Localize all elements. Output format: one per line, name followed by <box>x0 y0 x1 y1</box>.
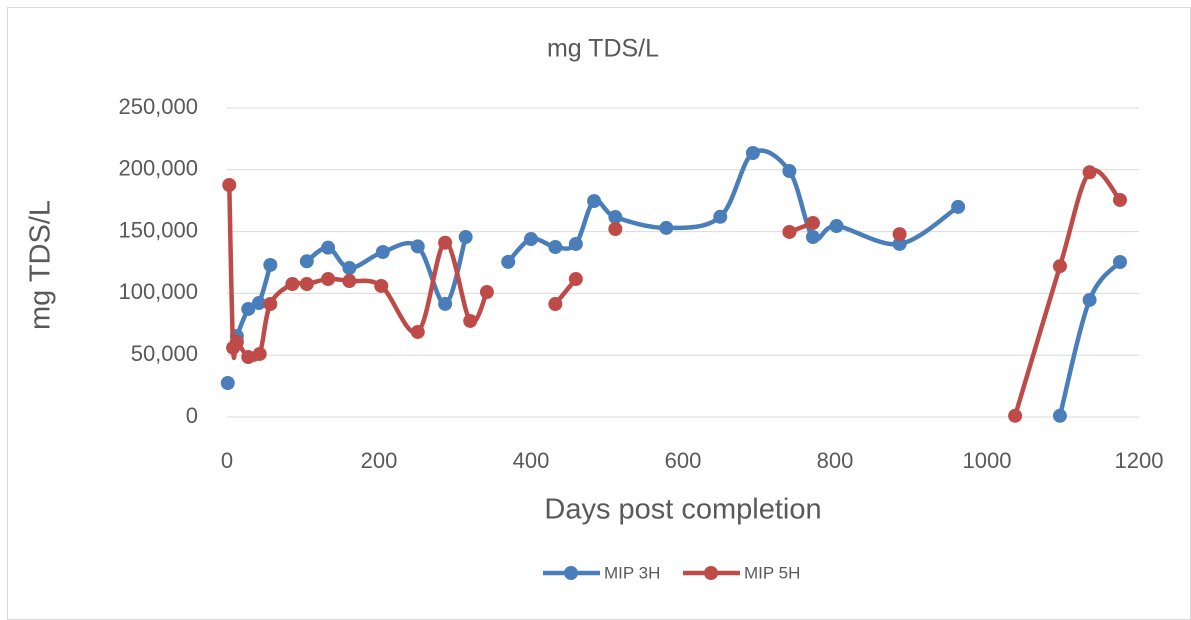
data-point <box>285 277 300 292</box>
x-axis-label: Days post completion <box>544 494 821 526</box>
data-point <box>321 240 336 255</box>
data-point <box>608 210 623 225</box>
legend-swatch-marker <box>564 566 578 580</box>
x-tick-label: 1200 <box>1115 448 1164 473</box>
data-point <box>782 164 797 179</box>
data-point <box>479 285 494 300</box>
data-point <box>745 145 760 160</box>
y-tick-label: 250,000 <box>118 94 198 119</box>
data-point <box>951 199 966 214</box>
data-point <box>374 278 389 293</box>
data-point <box>410 324 425 339</box>
data-point <box>501 254 516 269</box>
x-tick-label: 800 <box>817 448 854 473</box>
data-point <box>438 296 453 311</box>
data-point <box>241 350 256 365</box>
data-point <box>548 297 563 312</box>
x-tick-label: 0 <box>221 448 233 473</box>
data-point <box>892 227 907 242</box>
data-point <box>548 240 563 255</box>
data-point <box>892 236 907 251</box>
data-point <box>252 346 267 361</box>
data-point <box>1082 292 1097 307</box>
data-point <box>229 334 244 349</box>
data-point <box>829 219 844 234</box>
x-tick-label: 400 <box>513 448 550 473</box>
data-point <box>342 274 357 289</box>
data-point <box>524 232 538 247</box>
data-point <box>782 224 797 239</box>
data-point <box>251 296 266 311</box>
data-point <box>1052 259 1067 274</box>
y-tick-label: 150,000 <box>118 217 198 242</box>
y-tick-label: 200,000 <box>118 156 198 181</box>
data-point <box>220 376 235 391</box>
series-line <box>1012 167 1123 419</box>
chart-border <box>7 7 1191 620</box>
data-point <box>1008 408 1023 423</box>
data-point <box>438 235 453 250</box>
x-tick-label: 600 <box>665 448 702 473</box>
data-point <box>659 220 674 235</box>
data-point <box>587 194 602 209</box>
data-point <box>713 209 728 224</box>
data-point <box>1082 165 1097 180</box>
data-point <box>805 230 820 245</box>
x-tick-label: 200 <box>361 448 398 473</box>
data-point <box>375 244 390 259</box>
legend: MIP 3H MIP 5H <box>543 563 800 582</box>
data-point <box>805 215 820 230</box>
data-point <box>568 236 583 251</box>
y-axis-label: mg TDS/L <box>25 200 57 330</box>
y-tick-label: 50,000 <box>131 341 198 366</box>
data-point <box>463 313 478 328</box>
x-tick-label: 1000 <box>963 448 1012 473</box>
data-point <box>222 178 237 193</box>
data-point <box>299 254 314 269</box>
data-point <box>241 301 256 316</box>
legend-label: MIP 5H <box>744 563 800 582</box>
y-tick-label: 100,000 <box>118 279 198 304</box>
legend-swatch-marker <box>704 566 718 580</box>
legend-label: MIP 3H <box>604 563 660 582</box>
data-point <box>1052 408 1067 423</box>
data-point <box>321 272 336 287</box>
data-point <box>1113 255 1127 270</box>
chart-title: mg TDS/L <box>547 35 659 63</box>
data-point <box>608 222 623 237</box>
data-point <box>1113 192 1127 207</box>
data-point <box>568 272 583 287</box>
data-point <box>299 277 314 292</box>
data-point <box>263 257 278 272</box>
data-point <box>263 297 278 312</box>
data-point <box>410 239 425 254</box>
data-point <box>458 230 473 245</box>
data-point <box>342 261 357 276</box>
y-tick-label: 0 <box>186 403 198 428</box>
